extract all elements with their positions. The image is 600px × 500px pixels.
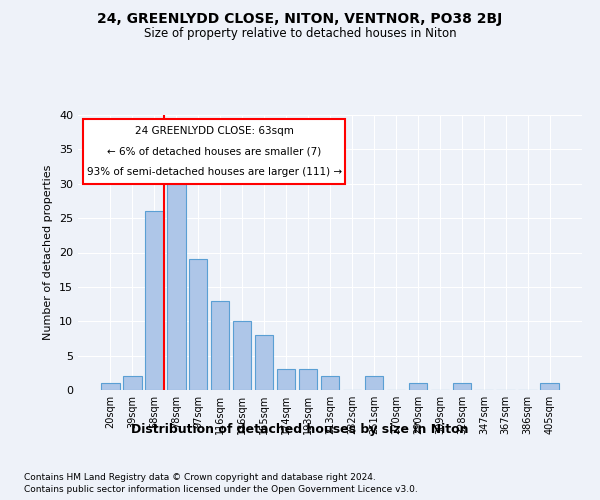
Bar bbox=[101, 383, 119, 390]
Bar bbox=[541, 383, 559, 390]
Text: Contains public sector information licensed under the Open Government Licence v3: Contains public sector information licen… bbox=[24, 485, 418, 494]
Bar bbox=[320, 376, 340, 390]
Bar bbox=[255, 335, 274, 390]
Text: Contains HM Land Registry data © Crown copyright and database right 2024.: Contains HM Land Registry data © Crown c… bbox=[24, 472, 376, 482]
Y-axis label: Number of detached properties: Number of detached properties bbox=[43, 165, 53, 340]
Bar bbox=[277, 370, 295, 390]
Text: ← 6% of detached houses are smaller (7): ← 6% of detached houses are smaller (7) bbox=[107, 146, 321, 156]
Text: Size of property relative to detached houses in Niton: Size of property relative to detached ho… bbox=[143, 28, 457, 40]
Bar bbox=[233, 322, 251, 390]
Text: 24 GREENLYDD CLOSE: 63sqm: 24 GREENLYDD CLOSE: 63sqm bbox=[134, 126, 293, 136]
Text: Distribution of detached houses by size in Niton: Distribution of detached houses by size … bbox=[131, 422, 469, 436]
Bar bbox=[299, 370, 317, 390]
Bar bbox=[123, 376, 142, 390]
Text: 24, GREENLYDD CLOSE, NITON, VENTNOR, PO38 2BJ: 24, GREENLYDD CLOSE, NITON, VENTNOR, PO3… bbox=[97, 12, 503, 26]
Bar bbox=[365, 376, 383, 390]
Bar bbox=[211, 300, 229, 390]
Bar bbox=[409, 383, 427, 390]
Bar bbox=[452, 383, 471, 390]
Bar bbox=[167, 184, 185, 390]
FancyBboxPatch shape bbox=[83, 119, 345, 184]
Text: 93% of semi-detached houses are larger (111) →: 93% of semi-detached houses are larger (… bbox=[86, 167, 341, 177]
Bar bbox=[189, 260, 208, 390]
Bar bbox=[145, 211, 164, 390]
